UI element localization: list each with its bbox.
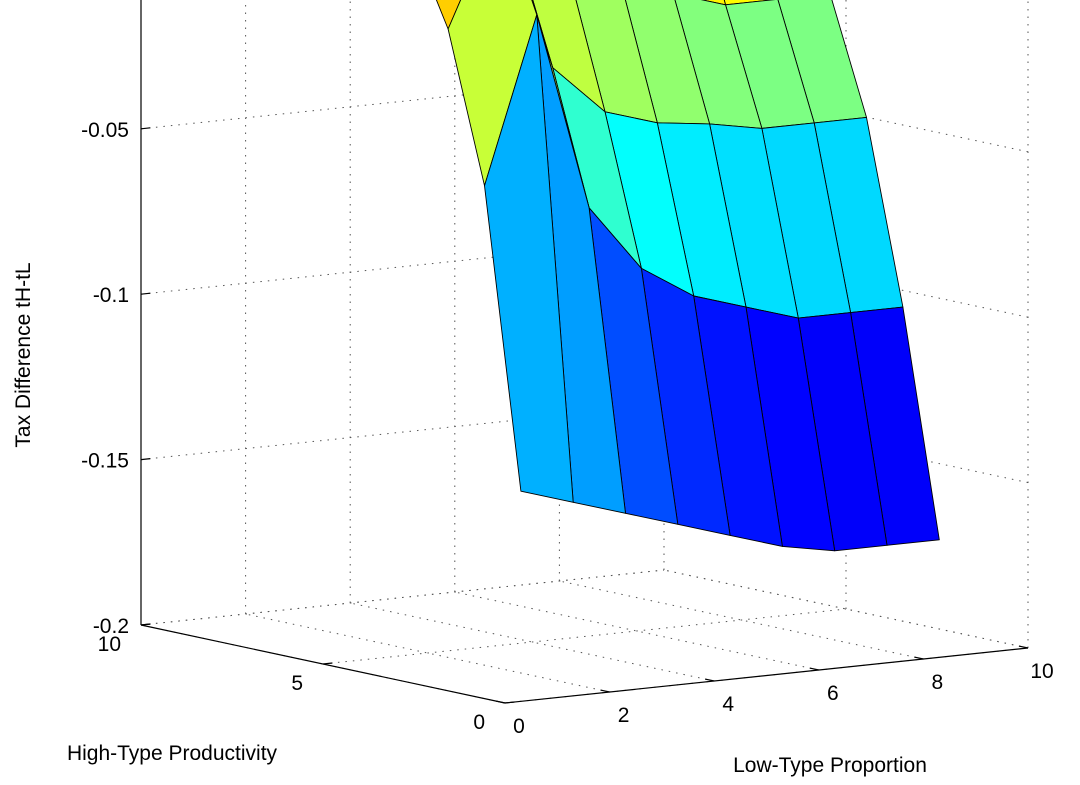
- y-tick-label: 0: [473, 711, 485, 734]
- x-tick-label: 10: [1030, 660, 1053, 683]
- z-tick-mark: [140, 127, 151, 130]
- grid-line: [140, 404, 665, 461]
- x-tick-label: 8: [932, 671, 944, 694]
- z-tick-mark: [140, 292, 151, 295]
- tick-labels: 02468100510-0.2-0.15-0.1-0.0500.050.10.1…: [81, 119, 1054, 738]
- surface-mesh: [435, 0, 940, 552]
- y-axis-label: High-Type Productivity: [67, 742, 278, 765]
- x-tick-label: 6: [827, 682, 839, 705]
- z-tick-label: -0.1: [93, 284, 129, 307]
- x-tick-label: 2: [618, 704, 630, 727]
- surface-face: [435, 0, 462, 30]
- z-tick-mark: [140, 458, 151, 461]
- z-tick-label: -0.15: [81, 450, 129, 473]
- grid-line: [140, 73, 665, 130]
- x-tick-mark: [1018, 645, 1029, 649]
- surface-face: [484, 14, 574, 503]
- x-tick-mark: [704, 678, 715, 682]
- axes: [140, 0, 1029, 704]
- x-tick-mark: [600, 689, 610, 693]
- x-axis-label: Low-Type Proportion: [733, 754, 927, 777]
- grid-line: [140, 238, 665, 295]
- z-tick-label: -0.05: [81, 119, 129, 142]
- x-tick-mark: [914, 656, 924, 660]
- x-tick-label: 0: [513, 715, 525, 738]
- y-tick-label: 5: [291, 672, 303, 695]
- x-tick-mark: [809, 667, 819, 671]
- x-tick-mark: [495, 700, 506, 704]
- z-axis-label: Tax Difference tH-tL: [12, 262, 35, 447]
- grid-line: [140, 569, 665, 626]
- z-tick-mark: [140, 623, 151, 626]
- y-tick-mark: [322, 662, 333, 665]
- x-tick-label: 4: [722, 693, 734, 716]
- x-axis-line: [504, 647, 1029, 704]
- y-tick-mark: [504, 701, 515, 704]
- grid-line: [322, 608, 847, 665]
- z-tick-label: -0.2: [93, 615, 129, 638]
- y-tick-label: 10: [98, 633, 121, 656]
